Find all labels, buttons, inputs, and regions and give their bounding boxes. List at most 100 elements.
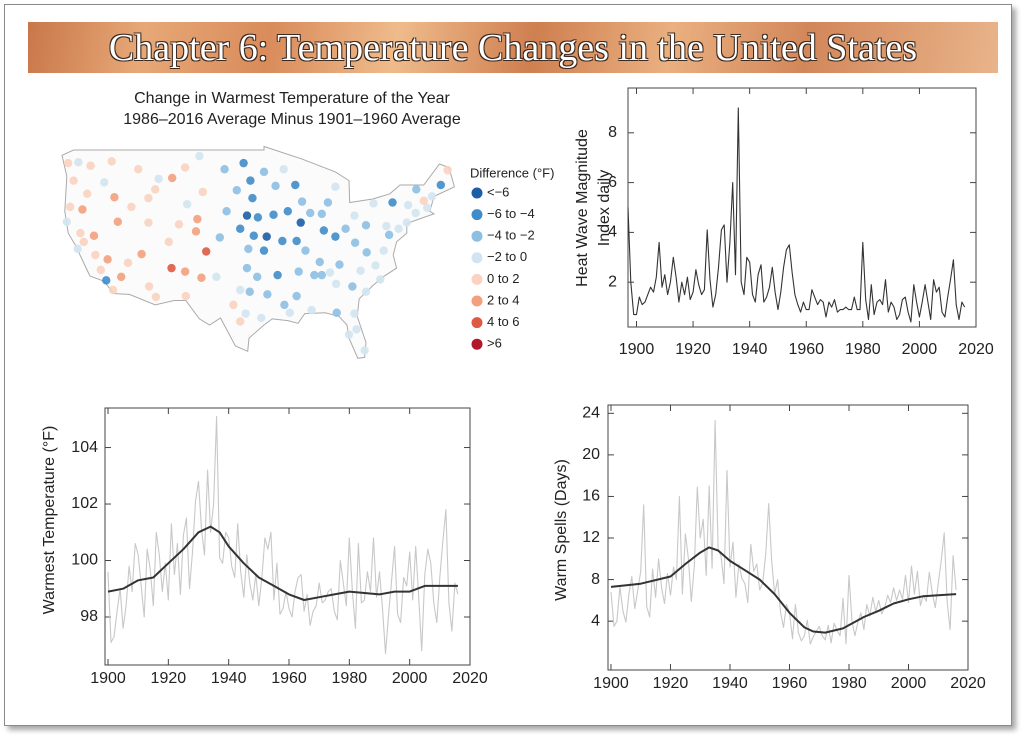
station-dot bbox=[76, 228, 85, 238]
legend-label: −4 to −2 bbox=[487, 228, 535, 243]
x-tick-label: 1940 bbox=[732, 341, 768, 358]
station-dot bbox=[350, 309, 359, 318]
station-dot bbox=[292, 291, 301, 301]
station-dot bbox=[352, 325, 361, 334]
station-dot bbox=[236, 317, 245, 326]
x-tick-label: 2020 bbox=[950, 675, 986, 692]
station-dot bbox=[151, 292, 161, 302]
station-dot bbox=[180, 267, 190, 276]
station-dot bbox=[63, 158, 73, 168]
y-tick-label: 2 bbox=[608, 273, 617, 290]
y-tick-label: 20 bbox=[582, 446, 600, 463]
us-outline bbox=[61, 145, 455, 359]
x-tick-label: 1980 bbox=[332, 670, 368, 687]
station-dot bbox=[154, 174, 163, 184]
station-dot bbox=[384, 230, 394, 240]
station-dot bbox=[402, 218, 411, 227]
station-dot bbox=[331, 232, 340, 241]
station-dot bbox=[411, 208, 420, 218]
station-dot bbox=[436, 180, 445, 190]
station-dot bbox=[164, 237, 173, 247]
y-tick-label: 16 bbox=[582, 488, 600, 505]
data-line bbox=[107, 415, 459, 655]
station-dot bbox=[117, 272, 126, 282]
legend-label: −6 to −4 bbox=[487, 206, 535, 221]
x-tick-label: 2000 bbox=[902, 341, 938, 358]
legend-swatch bbox=[471, 209, 483, 221]
station-dot bbox=[278, 236, 287, 246]
station-dot bbox=[244, 244, 253, 254]
y-tick-label: 4 bbox=[608, 224, 617, 241]
station-dot bbox=[350, 211, 359, 220]
station-dot bbox=[229, 300, 238, 310]
station-dot bbox=[195, 151, 204, 161]
x-tick-label: 2020 bbox=[958, 341, 994, 358]
station-dot bbox=[344, 330, 354, 339]
station-dot bbox=[332, 308, 341, 317]
station-dot bbox=[241, 309, 250, 318]
station-dot bbox=[371, 261, 380, 270]
legend-swatch bbox=[471, 295, 483, 307]
x-tick-label: 1940 bbox=[712, 675, 748, 692]
station-dot bbox=[91, 250, 100, 260]
station-dot bbox=[280, 300, 289, 310]
legend-label: <−6 bbox=[487, 184, 509, 199]
station-dot bbox=[325, 268, 335, 277]
station-dot bbox=[174, 220, 184, 229]
legend-label: 0 to 2 bbox=[487, 271, 520, 286]
station-dot bbox=[350, 238, 360, 247]
station-dot bbox=[249, 231, 258, 240]
station-dot bbox=[236, 224, 245, 233]
station-dot bbox=[269, 210, 278, 219]
station-dot bbox=[193, 214, 202, 224]
data-line bbox=[610, 546, 957, 634]
station-dot bbox=[62, 217, 71, 226]
y-axis-label: Warm Spells (Days) bbox=[553, 459, 570, 601]
station-dot bbox=[89, 231, 99, 240]
station-dot bbox=[259, 167, 269, 177]
station-dot bbox=[239, 158, 248, 168]
y-tick-label: 8 bbox=[608, 124, 617, 141]
station-dot bbox=[232, 186, 241, 195]
station-dot bbox=[279, 165, 288, 174]
station-dot bbox=[144, 218, 153, 227]
station-dot bbox=[202, 247, 211, 256]
station-dot bbox=[253, 213, 263, 222]
station-dot bbox=[315, 257, 324, 267]
legend-swatch bbox=[471, 317, 483, 329]
x-tick-label: 1920 bbox=[653, 675, 689, 692]
station-dot bbox=[197, 273, 206, 282]
station-dot bbox=[271, 181, 280, 191]
station-dot bbox=[307, 305, 316, 315]
station-dot bbox=[379, 246, 388, 255]
station-dot bbox=[181, 291, 190, 301]
station-dot bbox=[283, 207, 292, 216]
station-dot bbox=[403, 200, 413, 210]
y-tick-label: 24 bbox=[582, 405, 600, 422]
station-dot bbox=[253, 272, 262, 282]
station-dot bbox=[127, 202, 136, 212]
station-dot bbox=[301, 246, 310, 255]
map-title: 1986–2016 Average Minus 1901–1960 Averag… bbox=[123, 111, 461, 128]
station-dot bbox=[167, 263, 176, 273]
x-tick-label: 2000 bbox=[392, 670, 428, 687]
station-dot bbox=[198, 187, 207, 197]
x-tick-label: 2000 bbox=[891, 675, 927, 692]
station-dot bbox=[388, 198, 397, 207]
legend-title: Difference (°F) bbox=[470, 165, 554, 180]
y-tick-label: 100 bbox=[71, 552, 98, 569]
station-dot bbox=[427, 192, 437, 201]
station-dot bbox=[168, 173, 177, 183]
y-axis-label: Heat Wave Magnitude bbox=[574, 129, 591, 287]
station-dot bbox=[248, 193, 257, 203]
banner: Chapter 6: Temperature Changes in the Un… bbox=[28, 22, 998, 73]
station-dot bbox=[222, 207, 231, 216]
x-tick-label: 1960 bbox=[772, 675, 808, 692]
station-dot bbox=[215, 233, 224, 242]
station-dot bbox=[134, 165, 143, 174]
data-line bbox=[107, 525, 458, 601]
station-dot bbox=[306, 208, 315, 218]
station-dot bbox=[412, 185, 421, 194]
x-tick-label: 1960 bbox=[788, 341, 824, 358]
station-dot bbox=[151, 185, 160, 194]
